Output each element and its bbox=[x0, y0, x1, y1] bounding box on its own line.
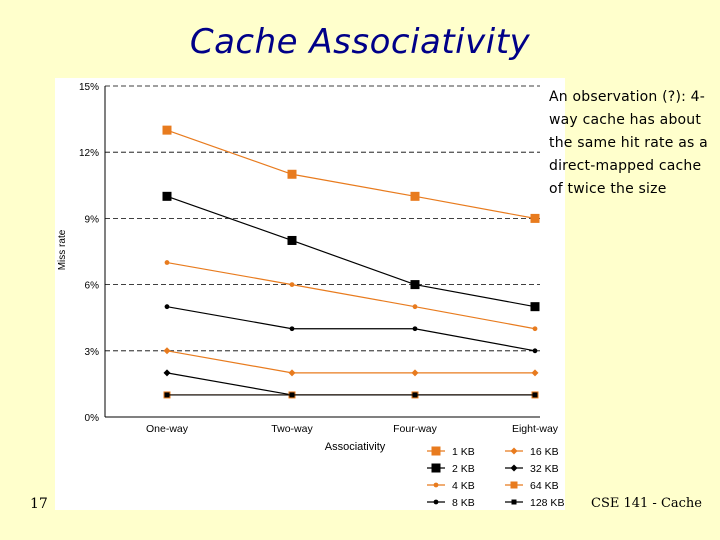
legend-label: 16 KB bbox=[530, 446, 559, 458]
legend-marker bbox=[431, 463, 441, 473]
data-point bbox=[287, 235, 297, 245]
y-tick-label: 0% bbox=[85, 413, 100, 424]
legend-marker bbox=[431, 446, 441, 456]
x-tick-label: Four-way bbox=[393, 423, 438, 435]
series-layer bbox=[162, 125, 540, 399]
slide-title: Cache Associativity bbox=[189, 22, 531, 62]
x-tick-label: Eight-way bbox=[512, 423, 559, 435]
x-tick-label: One-way bbox=[146, 423, 189, 435]
data-point bbox=[411, 369, 419, 377]
y-tick-label: 9% bbox=[85, 214, 100, 225]
legend-item: 4 KB bbox=[427, 480, 475, 492]
legend-label: 8 KB bbox=[452, 497, 475, 509]
legend-item: 8 KB bbox=[427, 497, 475, 509]
legend-marker bbox=[510, 447, 518, 455]
data-point bbox=[530, 213, 540, 223]
legend-label: 64 KB bbox=[530, 480, 559, 492]
legend-label: 128 KB bbox=[530, 497, 564, 509]
y-axis-title: Miss rate bbox=[57, 229, 68, 270]
data-point bbox=[532, 326, 538, 332]
x-axis-title: Associativity bbox=[325, 441, 386, 453]
data-point bbox=[289, 282, 295, 287]
series-16kb bbox=[163, 347, 539, 377]
data-point bbox=[163, 369, 171, 377]
legend-item: 32 KB bbox=[505, 463, 559, 475]
x-tick-label: Two-way bbox=[271, 423, 313, 435]
data-point bbox=[162, 125, 172, 135]
data-point bbox=[412, 392, 418, 398]
legend-marker bbox=[433, 482, 439, 488]
data-point bbox=[410, 191, 420, 201]
data-point bbox=[531, 369, 539, 377]
series-line bbox=[166, 129, 536, 219]
chart-panel: 0% 3% 6% 9% 12% 15% One-way Two-way Four-way Eigh… bbox=[55, 78, 565, 510]
data-point bbox=[287, 169, 297, 179]
legend-item: 16 KB bbox=[505, 446, 559, 458]
legend-marker bbox=[511, 499, 517, 505]
data-point bbox=[532, 392, 538, 398]
legend-item: 2 KB bbox=[427, 463, 475, 475]
series-line bbox=[166, 195, 536, 308]
axis-layer: 0% 3% 6% 9% 12% 15% One-way Two-way Four-way Eigh… bbox=[79, 82, 559, 435]
series-line bbox=[166, 261, 536, 330]
grid-layer bbox=[105, 85, 540, 352]
series-128kb bbox=[164, 392, 538, 398]
y-tick-label: 3% bbox=[85, 347, 100, 358]
series-1kb bbox=[162, 125, 540, 223]
legend-marker bbox=[433, 499, 439, 505]
data-point bbox=[410, 280, 420, 290]
series-8kb bbox=[164, 304, 538, 354]
legend-label: 1 KB bbox=[452, 446, 475, 458]
data-point bbox=[412, 304, 418, 310]
miss-rate-chart: 0% 3% 6% 9% 12% 15% One-way Two-way Four-way Eigh… bbox=[55, 78, 565, 510]
legend-label: 4 KB bbox=[452, 480, 475, 492]
data-point bbox=[412, 326, 418, 332]
y-tick-label: 12% bbox=[79, 148, 99, 159]
legend-item: 128 KB bbox=[505, 497, 564, 509]
series-line bbox=[166, 306, 536, 352]
series-2kb bbox=[162, 191, 540, 312]
data-point bbox=[163, 347, 171, 355]
data-point bbox=[162, 191, 172, 201]
observation-note: An observation (?): 4-way cache has abou… bbox=[549, 89, 708, 197]
data-point bbox=[289, 326, 295, 332]
legend-item: 1 KB bbox=[427, 446, 475, 458]
legend-item: 64 KB bbox=[505, 480, 559, 492]
slide-number: 17 bbox=[30, 496, 48, 512]
y-tick-label: 6% bbox=[85, 281, 100, 292]
data-point bbox=[289, 392, 295, 398]
legend-marker bbox=[510, 481, 518, 489]
y-tick-label: 15% bbox=[79, 82, 99, 93]
legend-label: 32 KB bbox=[530, 463, 559, 475]
legend: 1 KB 2 KB 4 KB 8 KB 16 KB 32 KB 64 KB 128 KB bbox=[427, 446, 564, 509]
data-point bbox=[532, 348, 538, 354]
series-4kb bbox=[164, 260, 538, 332]
legend-marker bbox=[510, 464, 518, 472]
data-point bbox=[164, 392, 170, 398]
data-point bbox=[164, 260, 170, 265]
series-line bbox=[166, 350, 535, 374]
legend-label: 2 KB bbox=[452, 463, 475, 475]
data-point bbox=[164, 304, 170, 310]
data-point bbox=[530, 302, 540, 312]
data-point bbox=[288, 369, 296, 377]
footer-label: CSE 141 - Cache bbox=[591, 496, 702, 511]
